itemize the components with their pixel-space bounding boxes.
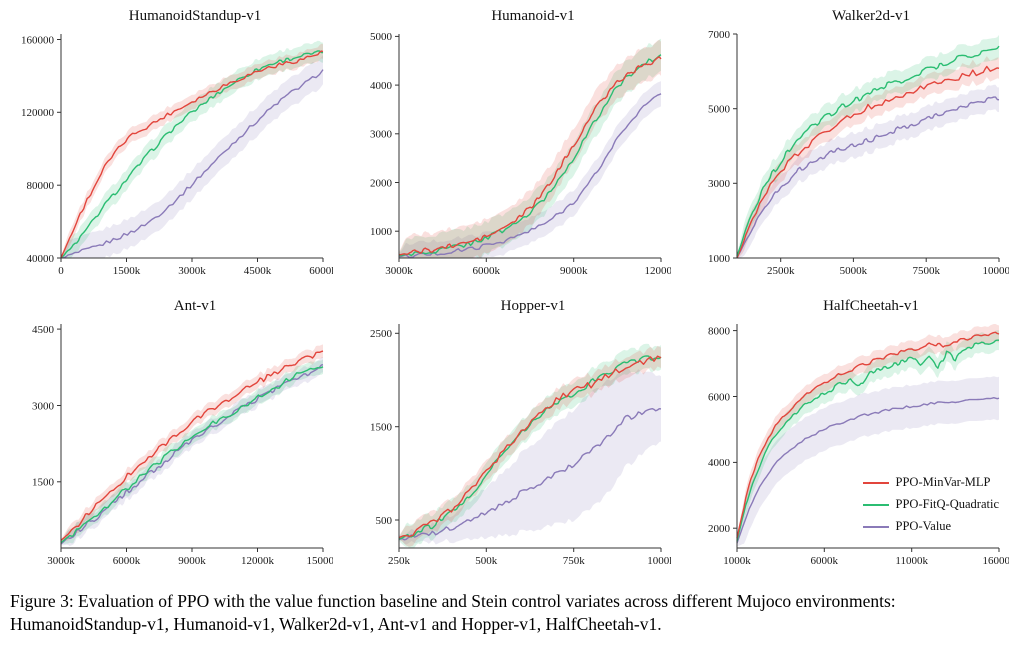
legend-line-purple: [862, 525, 889, 528]
plot-area: 500 1500 2500 250k 500k 750k 1000k: [370, 324, 671, 567]
legend-label: PPO-FitQ-Quadratic: [895, 497, 999, 511]
svg-text:11000k: 11000k: [895, 555, 928, 567]
svg-text:3000k: 3000k: [385, 265, 413, 277]
legend-label: PPO-Value: [895, 519, 952, 533]
svg-text:80000: 80000: [27, 180, 55, 192]
chart-title: Humanoid-v1: [491, 8, 575, 24]
svg-text:5000: 5000: [708, 104, 731, 116]
svg-text:500: 500: [376, 515, 393, 527]
svg-text:1000k: 1000k: [647, 555, 671, 567]
svg-text:15000k: 15000k: [307, 555, 334, 567]
svg-text:3000: 3000: [32, 400, 55, 412]
svg-text:1500k: 1500k: [113, 265, 141, 277]
svg-text:6000k: 6000k: [309, 265, 333, 277]
svg-text:6000k: 6000k: [473, 265, 501, 277]
legend-item-ppo-minvar-mlp: PPO-MinVar-MLP: [862, 475, 999, 490]
svg-text:1000k: 1000k: [723, 555, 751, 567]
svg-text:4500k: 4500k: [244, 265, 272, 277]
svg-text:2500: 2500: [370, 328, 393, 340]
svg-text:1000: 1000: [708, 253, 731, 265]
plot-area: 1000 2000 3000 4000 5000 3000k 6000k 9000k 12000…: [370, 31, 672, 277]
svg-text:8000: 8000: [708, 325, 731, 337]
chart-title: Hopper-v1: [500, 298, 566, 314]
plot-area: 1500 3000 4500 3000k 6000k 9000k 12000k 15000k: [32, 324, 334, 567]
chart-title: HumanoidStandup-v1: [128, 8, 262, 24]
svg-text:2500k: 2500k: [767, 265, 795, 277]
chart-title: Walker2d-v1: [832, 8, 910, 24]
legend-line-red: [862, 481, 889, 484]
charts-grid: HumanoidStandup-v1 40000 80000 120000 16000…: [1, 6, 1015, 578]
svg-text:5000k: 5000k: [840, 265, 868, 277]
svg-text:10000k: 10000k: [983, 265, 1010, 277]
legend-item-ppo-value: PPO-Value: [862, 519, 999, 534]
chart-title: Ant-v1: [173, 298, 217, 314]
svg-text:6000k: 6000k: [811, 555, 839, 567]
svg-text:12000k: 12000k: [645, 265, 672, 277]
legend: PPO-MinVar-MLP PPO-FitQ-Quadratic PPO-Va…: [862, 475, 999, 534]
svg-text:750k: 750k: [563, 555, 586, 567]
svg-text:7000: 7000: [708, 29, 731, 41]
svg-text:2000: 2000: [370, 177, 393, 189]
svg-text:6000: 6000: [708, 391, 731, 403]
svg-text:3000k: 3000k: [178, 265, 206, 277]
legend-item-ppo-fitq-quadratic: PPO-FitQ-Quadratic: [862, 497, 999, 512]
plot-area: 2000 4000 6000 8000 1000k 6000k 11000k 16000k: [708, 324, 1010, 567]
svg-text:3000: 3000: [370, 129, 393, 141]
svg-text:250k: 250k: [388, 555, 411, 567]
plot-area: 40000 80000 120000 160000 0 1500k 3000k 4500k 60…: [21, 34, 333, 277]
legend-line-green: [862, 503, 889, 506]
svg-text:4500: 4500: [32, 324, 55, 336]
svg-text:9000k: 9000k: [178, 555, 206, 567]
chart-hopper-v1: Hopper-v1 500 1500 2500 250k 500k 750k 1000k: [339, 296, 677, 578]
svg-text:1500: 1500: [32, 477, 55, 489]
svg-text:9000k: 9000k: [560, 265, 588, 277]
chart-walker2d-v1: Walker2d-v1 1000 3000 5000 7000 2500k 5000k 75…: [677, 6, 1015, 288]
svg-text:5000: 5000: [370, 31, 393, 43]
svg-text:0: 0: [58, 265, 64, 277]
chart-humanoid-v1: Humanoid-v1 1000 2000 3000 4000 5000 3000k 600…: [339, 6, 677, 288]
svg-text:160000: 160000: [21, 34, 55, 46]
svg-text:7500k: 7500k: [912, 265, 940, 277]
svg-text:12000k: 12000k: [241, 555, 275, 567]
legend-label: PPO-MinVar-MLP: [895, 475, 991, 489]
chart-humanoidstandup-v1: HumanoidStandup-v1 40000 80000 120000 16000…: [1, 6, 339, 288]
svg-text:40000: 40000: [27, 253, 55, 265]
chart-ant-v1: Ant-v1 1500 3000 4500 3000k 6000k 9000k 12000k…: [1, 296, 339, 578]
figure-caption: Figure 3: Evaluation of PPO with the val…: [10, 591, 896, 635]
svg-text:6000k: 6000k: [113, 555, 141, 567]
chart-halfcheetah-v1: HalfCheetah-v1 2000 4000 6000 8000 1000k 6000…: [677, 296, 1015, 578]
chart-title: HalfCheetah-v1: [823, 298, 919, 314]
svg-text:2000: 2000: [708, 523, 731, 535]
plot-area: 1000 3000 5000 7000 2500k 5000k 7500k 10000k: [708, 29, 1010, 277]
svg-text:4000: 4000: [708, 457, 731, 469]
svg-text:500k: 500k: [475, 555, 498, 567]
svg-text:4000: 4000: [370, 80, 393, 92]
svg-text:1000: 1000: [370, 226, 393, 238]
svg-text:1500: 1500: [370, 422, 393, 434]
svg-text:16000k: 16000k: [983, 555, 1010, 567]
svg-text:3000: 3000: [708, 178, 731, 190]
svg-text:120000: 120000: [21, 107, 55, 119]
svg-text:3000k: 3000k: [47, 555, 75, 567]
